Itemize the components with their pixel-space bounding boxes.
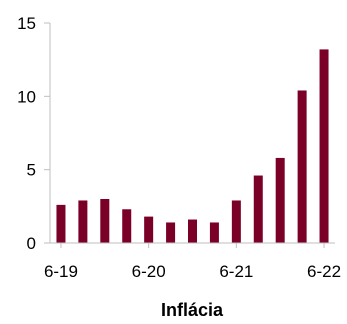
bar-8 <box>209 222 219 243</box>
y-axis-ticks: 0 5 10 15 <box>17 14 50 253</box>
bar-11 <box>275 157 285 243</box>
bar-9 <box>231 200 241 243</box>
bar-12 <box>297 90 307 243</box>
bar-4 <box>122 209 132 243</box>
bar-10 <box>253 175 263 243</box>
bar-6 <box>166 222 176 243</box>
bar-7 <box>188 219 197 243</box>
bars-group <box>56 49 329 244</box>
x-tick-label: 6-22 <box>307 262 341 281</box>
x-tick-label: 6-21 <box>219 262 253 281</box>
x-axis-ticks: 6-19 6-20 6-21 6-22 <box>44 243 341 281</box>
x-axis-title: Inflácia <box>161 300 224 320</box>
x-tick-label: 6-19 <box>44 262 78 281</box>
y-tick-label: 10 <box>17 87 36 106</box>
bar-3 <box>100 199 110 243</box>
y-tick-label: 15 <box>17 14 36 33</box>
y-tick-label: 0 <box>27 234 36 253</box>
bar-1 <box>56 204 66 243</box>
bar-5 <box>144 216 154 243</box>
x-tick-label: 6-20 <box>132 262 166 281</box>
bar-13 <box>319 49 329 244</box>
bar-2 <box>78 200 88 243</box>
y-tick-label: 5 <box>27 161 36 180</box>
